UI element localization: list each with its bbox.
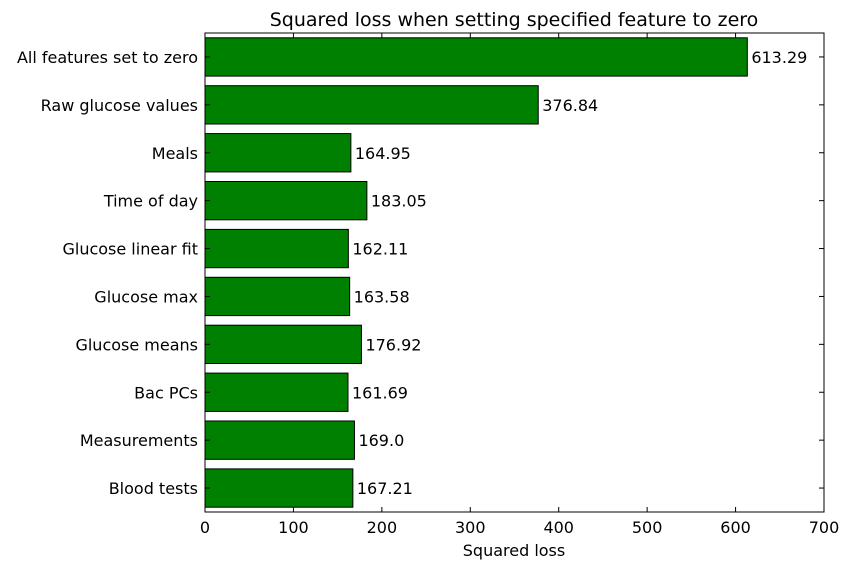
chart-title: Squared loss when setting specified feat…: [270, 9, 759, 31]
bar-7: [204, 372, 349, 412]
bar-2: [204, 133, 352, 173]
data-label: 613.29: [751, 48, 807, 67]
category-label: Time of day: [103, 192, 198, 211]
x-tick-label: 400: [543, 518, 574, 537]
x-tick-label: 600: [720, 518, 751, 537]
data-label: 163.58: [354, 287, 410, 306]
bar-9: [204, 468, 354, 508]
data-labels: 613.29 376.84 164.95 183.05 162.11 163.58 176.…: [352, 48, 807, 498]
category-label: Glucose max: [94, 287, 198, 306]
category-label: Glucose means: [75, 335, 198, 354]
x-tick-label: 300: [455, 518, 486, 537]
bar-6: [204, 324, 362, 365]
axis-ticks: 0 100 200 300 400 500 600 700: [200, 33, 839, 537]
x-tick-label: 200: [367, 518, 398, 537]
category-label: Meals: [152, 144, 198, 163]
category-label: Blood tests: [109, 479, 198, 498]
data-label: 164.95: [355, 144, 411, 163]
bar-1: [204, 85, 539, 125]
x-tick-label: 100: [278, 518, 309, 537]
bar-5: [204, 276, 351, 317]
x-tick-label: 500: [632, 518, 663, 537]
category-label: All features set to zero: [17, 48, 198, 67]
category-label: Raw glucose values: [41, 96, 198, 115]
category-labels: All features set to zero Raw glucose valu…: [17, 48, 198, 498]
data-label: 176.92: [365, 335, 421, 354]
data-label: 169.0: [358, 431, 404, 450]
data-label: 167.21: [357, 479, 413, 498]
x-tick-label: 0: [200, 518, 210, 537]
bar-3: [204, 180, 368, 221]
data-label: 183.05: [371, 192, 427, 211]
bars-group: [204, 37, 748, 508]
x-axis-label: Squared loss: [463, 541, 565, 560]
x-tick-label: 700: [809, 518, 840, 537]
category-label: Glucose linear fit: [62, 240, 198, 259]
data-label: 162.11: [352, 240, 408, 259]
bar-8: [204, 420, 355, 460]
category-label: Measurements: [80, 431, 198, 450]
plot-frame: [204, 32, 825, 513]
bar-4: [204, 228, 349, 269]
data-label: 161.69: [352, 383, 408, 402]
bar-0: [204, 37, 748, 77]
data-label: 376.84: [542, 96, 598, 115]
category-label: Bac PCs: [134, 383, 198, 402]
